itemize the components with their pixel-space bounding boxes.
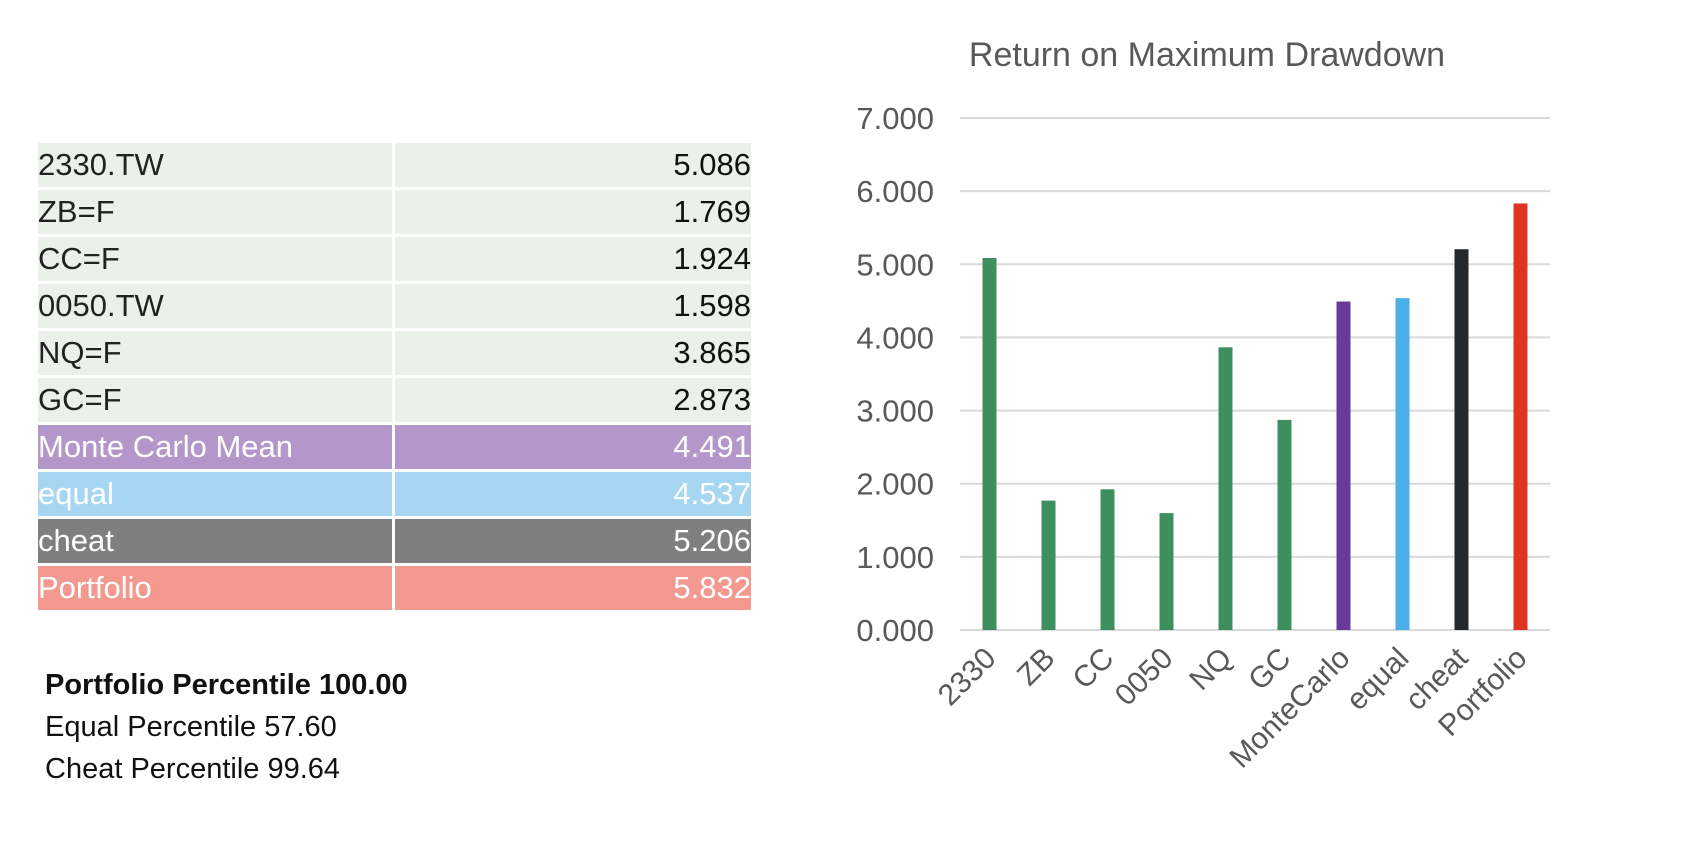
equal-percentile: Equal Percentile 57.60 [45,711,337,743]
cheat-percentile: Cheat Percentile 99.64 [45,753,341,785]
row-name: 0050.TW [35,281,395,331]
table-row: Portfolio 5.832 [35,563,754,613]
table-row: equal 4.537 [35,469,754,519]
row-value: 1.924 [392,234,754,284]
row-value: 4.537 [392,469,754,519]
y-tick-label: 0.000 [856,613,934,648]
table-row: 2330.TW 5.086 [35,140,754,190]
results-table: 2330.TW 5.086 ZB=F 1.769 CC=F 1.924 0050.TW 1.5… [35,140,754,613]
row-value: 1.598 [392,281,754,331]
x-tick-label: 0050 [1109,642,1180,713]
chart-title: Return on Maximum Drawdown [969,36,1445,74]
y-tick-label: 4.000 [856,320,934,355]
row-name: Monte Carlo Mean [35,422,395,472]
table-row: GC=F 2.873 [35,375,754,425]
row-name: cheat [35,516,395,566]
row-name: ZB=F [35,187,395,237]
percentile-summary: Portfolio Percentile 100.00 Equal Percen… [45,664,408,790]
x-tick-label: 2330 [932,642,1003,713]
bar-2330 [982,257,997,630]
row-value: 1.769 [392,187,754,237]
row-name: CC=F [35,234,395,284]
row-value: 4.491 [392,422,754,472]
bar-CC [1100,489,1115,630]
y-tick-label: 6.000 [856,174,934,209]
x-tick-label: equal [1340,642,1415,717]
portfolio-percentile: Portfolio Percentile 100.00 [45,669,408,701]
y-tick-label: 2.000 [856,467,934,502]
row-value: 5.206 [392,516,754,566]
row-name: Portfolio [35,563,395,613]
y-tick-label: 5.000 [856,247,934,282]
table-row: ZB=F 1.769 [35,187,754,237]
bar-0050 [1159,513,1174,630]
bar-cheat [1454,249,1469,630]
bar-MonteCarlo [1336,301,1351,630]
bar-equal [1395,298,1410,630]
row-value: 5.832 [392,563,754,613]
table-row: NQ=F 3.865 [35,328,754,378]
row-name: 2330.TW [35,140,395,190]
row-value: 3.865 [392,328,754,378]
x-tick-label: NQ [1183,642,1238,697]
bar-GC [1277,419,1292,630]
row-name: NQ=F [35,328,395,378]
table-row: cheat 5.206 [35,516,754,566]
y-tick-label: 1.000 [856,540,934,575]
table-row: CC=F 1.924 [35,234,754,284]
row-value: 5.086 [392,140,754,190]
y-tick-label: 7.000 [856,101,934,136]
table-row: 0050.TW 1.598 [35,281,754,331]
row-name: GC=F [35,375,395,425]
bar-ZB [1041,500,1056,630]
x-tick-label: ZB [1011,642,1061,692]
bar-NQ [1218,347,1233,630]
row-name: equal [35,469,395,519]
bar-Portfolio [1513,203,1528,631]
table-row: Monte Carlo Mean 4.491 [35,422,754,472]
y-tick-label: 3.000 [856,394,934,429]
row-value: 2.873 [392,375,754,425]
